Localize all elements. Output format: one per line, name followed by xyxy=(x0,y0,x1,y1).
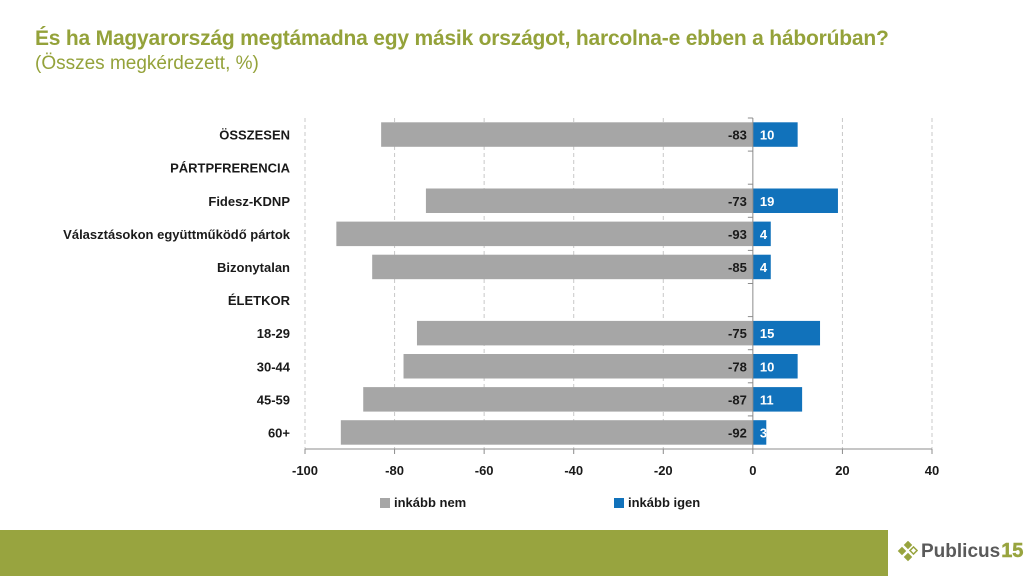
category-label: ÖSSZESEN xyxy=(219,128,290,143)
data-label-pos: 11 xyxy=(760,392,774,407)
data-label-pos: 15 xyxy=(760,326,774,341)
legend-label-pos: inkább igen xyxy=(628,495,701,510)
data-label-neg: -78 xyxy=(728,359,747,374)
legend-swatch-pos xyxy=(614,497,624,508)
category-label: 60+ xyxy=(268,425,290,440)
data-label-pos: 3 xyxy=(760,425,767,440)
bar-inkabb-nem xyxy=(372,254,753,280)
bar-inkabb-igen xyxy=(752,122,798,147)
category-label: Fidesz-KDNP xyxy=(208,194,290,209)
bar-inkabb-nem xyxy=(336,221,753,247)
labels: -83 10 ÖSSZESEN PÁRTPFRERENCIA -73 19 Fidesz-K… xyxy=(63,128,939,478)
x-tick-label: -40 xyxy=(564,463,583,478)
bar-inkabb-igen xyxy=(752,420,767,445)
footer-bar xyxy=(0,530,888,576)
logo-number: 15 xyxy=(1001,540,1024,563)
bar-inkabb-nem xyxy=(381,122,753,147)
legend-swatch-neg xyxy=(380,497,390,508)
x-tick-label: -100 xyxy=(292,463,318,478)
bar-inkabb-nem xyxy=(403,354,753,379)
chart-title: És ha Magyarország megtámadna egy másik … xyxy=(35,27,889,50)
legend-item-neg: inkább nem xyxy=(380,495,466,510)
data-label-neg: -83 xyxy=(728,128,747,143)
bar-inkabb-igen xyxy=(752,221,771,247)
logo-text: Publicus xyxy=(921,540,1001,562)
data-label-neg: -87 xyxy=(728,392,747,407)
data-label-pos: 4 xyxy=(760,227,768,242)
bar-inkabb-igen xyxy=(752,188,838,213)
x-tick-label: 40 xyxy=(925,463,939,478)
data-label-pos: 10 xyxy=(760,128,774,143)
data-label-neg: -73 xyxy=(728,194,747,209)
bar-inkabb-nem xyxy=(340,420,753,445)
x-tick-label: -20 xyxy=(654,463,673,478)
bar-inkabb-nem xyxy=(416,320,753,346)
publicus-logo: Publicus 15 xyxy=(896,540,1024,563)
category-label: Bizonytalan xyxy=(217,260,290,275)
category-label: ÉLETKOR xyxy=(228,293,291,308)
category-label: 45-59 xyxy=(257,392,290,407)
bar-inkabb-igen xyxy=(752,354,798,379)
x-tick-label: -80 xyxy=(385,463,404,478)
bar-inkabb-igen xyxy=(752,387,803,412)
category-label: PÁRTPFRERENCIA xyxy=(170,161,291,176)
x-tick-label: -60 xyxy=(475,463,494,478)
data-label-neg: -75 xyxy=(728,326,747,341)
category-label: 18-29 xyxy=(257,326,290,341)
legend-label-neg: inkább nem xyxy=(394,495,467,510)
bar-inkabb-igen xyxy=(752,254,771,280)
bars xyxy=(336,122,838,445)
data-label-neg: -85 xyxy=(728,260,747,275)
category-label: 30-44 xyxy=(257,359,291,374)
data-label-neg: -93 xyxy=(728,227,747,242)
chart-subtitle: (Összes megkérdezett, %) xyxy=(35,53,259,74)
bar-inkabb-igen xyxy=(752,320,821,346)
data-label-pos: 19 xyxy=(760,194,774,209)
bar-inkabb-nem xyxy=(425,188,753,213)
legend-item-pos: inkább igen xyxy=(614,495,700,510)
axes xyxy=(304,117,933,454)
category-label: Választásokon együttműködő pártok xyxy=(63,227,291,242)
x-tick-label: 20 xyxy=(835,463,849,478)
data-label-neg: -92 xyxy=(728,425,747,440)
x-tick-label: 0 xyxy=(749,463,756,478)
logo-diamonds-icon xyxy=(897,540,918,561)
bar-inkabb-nem xyxy=(363,387,753,412)
data-label-pos: 10 xyxy=(760,359,774,374)
data-label-pos: 4 xyxy=(760,260,768,275)
